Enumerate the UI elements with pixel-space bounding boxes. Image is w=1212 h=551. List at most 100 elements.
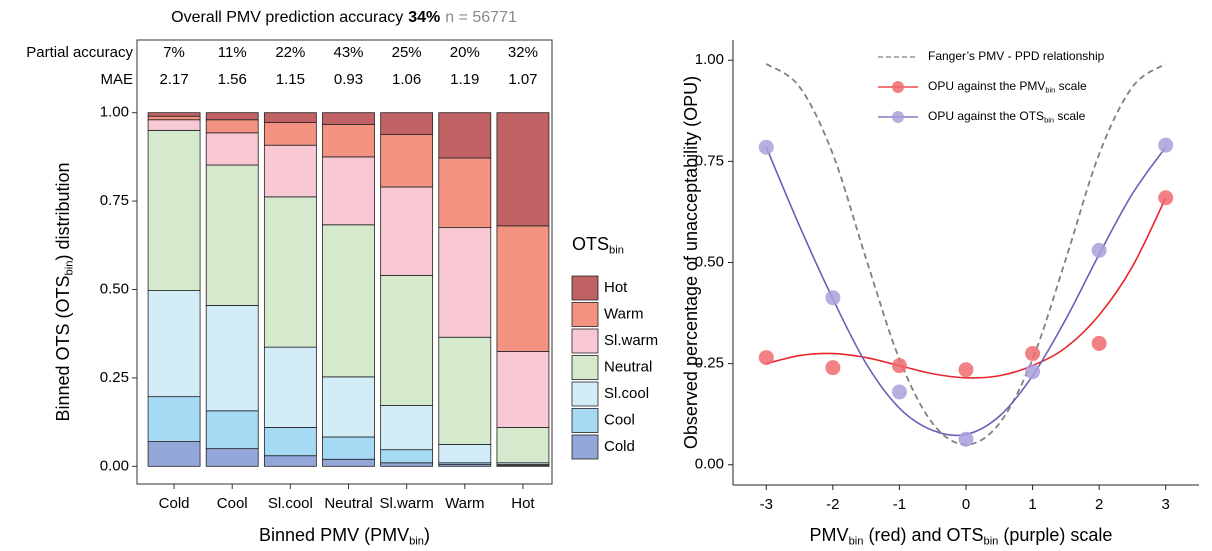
legend-label: OPU against the OTSbin scale (928, 109, 1086, 124)
bar-segment (205, 448, 259, 467)
bar-segment (380, 462, 434, 467)
bar-segment (205, 305, 259, 412)
bar-segment (147, 441, 201, 467)
fit-line (766, 197, 1167, 379)
bar-segment (205, 164, 259, 306)
data-point (825, 360, 841, 376)
subscript: bin (849, 535, 864, 547)
data-point (891, 384, 907, 400)
bar-segment (263, 455, 317, 467)
plot-frame (136, 39, 553, 485)
text-part: ) distribution (53, 163, 73, 261)
y-tick-label: 0.25 (695, 355, 724, 372)
bar-segment (205, 112, 259, 121)
legend-title: OTSbin (572, 234, 624, 257)
legend-swatch (571, 408, 599, 433)
row-value: 25% (392, 44, 422, 61)
bar-segment (322, 112, 375, 125)
row-label: Partial accuracy (26, 44, 133, 61)
subscript: bin (409, 535, 424, 547)
legend-swatch (571, 275, 599, 301)
x-tick-label: Sl.cool (268, 495, 313, 512)
x-axis-label: PMVbin (red) and OTSbin (purple) scale (810, 525, 1113, 548)
bar-segment (263, 427, 317, 457)
bar-segment (380, 405, 434, 451)
bar-segment (438, 157, 492, 229)
text-part: Binned PMV (PMV (259, 525, 409, 545)
row-value: 1.06 (392, 71, 421, 88)
legend-swatch (571, 434, 599, 460)
y-tick-label: 0.00 (100, 457, 129, 474)
text-part: (red) and OTS (863, 525, 983, 545)
x-tick-label: 2 (1095, 496, 1103, 513)
bar-segment (322, 224, 375, 378)
x-tick-label: -1 (893, 496, 906, 513)
x-tick-label: 1 (1028, 496, 1036, 513)
row-value: 43% (333, 44, 363, 61)
x-tick-label: Hot (511, 495, 535, 512)
bar-segment (263, 112, 317, 123)
bar-segment (263, 346, 317, 428)
x-axis-label: Binned PMV (PMVbin) (259, 525, 430, 548)
legend-label: Fanger’s PMV - PPD relationship (928, 49, 1105, 63)
bar-segment (147, 290, 201, 398)
overall-accuracy: 34% (408, 9, 440, 26)
data-point (1091, 335, 1107, 351)
legend-label: Cold (604, 438, 635, 455)
bar-segment (380, 186, 434, 276)
chart-title: Overall PMV prediction accuracy 34% n = 56… (171, 9, 517, 26)
data-point (1025, 346, 1041, 362)
bar-segment (147, 396, 201, 442)
row-value: 11% (218, 44, 247, 61)
legend-swatch (571, 328, 599, 354)
text-part: PMV (810, 525, 849, 545)
bar-segment (496, 350, 550, 428)
subscript: bin (984, 535, 999, 547)
bar-segment (263, 144, 317, 198)
bar-segment (147, 129, 201, 291)
legend-swatch (571, 302, 599, 327)
bar-segment (263, 196, 317, 348)
x-tick-label: -3 (760, 496, 773, 513)
bar-segment (496, 112, 550, 227)
data-point (958, 431, 974, 447)
y-tick-label: 0.50 (100, 280, 129, 297)
row-value: 1.19 (450, 71, 479, 88)
data-point (825, 290, 841, 306)
text-part: ) (424, 525, 430, 545)
bar-segment (380, 112, 434, 136)
y-tick-label: 0.25 (100, 369, 129, 386)
bar-segment (380, 134, 434, 188)
y-tick-label: 0.50 (695, 253, 724, 270)
x-tick-label: Cold (159, 495, 190, 512)
bar-segment (438, 443, 492, 464)
bar-segment (263, 122, 317, 146)
x-tick-label: 3 (1162, 496, 1170, 513)
row-value: 2.17 (159, 71, 188, 88)
bar-segment (205, 410, 259, 450)
y-tick-label: 1.00 (100, 104, 129, 121)
legend-swatch (571, 381, 599, 407)
bar-segment (380, 274, 434, 406)
data-point (758, 139, 774, 155)
legend-marker (892, 81, 904, 93)
y-tick-label: 0.75 (100, 192, 129, 209)
x-tick-label: 0 (962, 496, 970, 513)
legend-label: Sl.warm (604, 332, 658, 349)
row-value: 1.56 (218, 71, 247, 88)
data-point (958, 362, 974, 378)
x-tick-label: Neutral (324, 495, 372, 512)
row-value: 1.07 (508, 71, 537, 88)
y-tick-label: 0.00 (695, 456, 724, 473)
row-value: 22% (275, 44, 305, 61)
data-point (1025, 364, 1041, 380)
legend-label: Sl.cool (604, 385, 649, 402)
y-axis-label: Binned OTS (OTSbin) distribution (53, 163, 76, 422)
row-value: 1.15 (276, 71, 305, 88)
text-part: (purple) scale (998, 525, 1112, 545)
data-point (758, 350, 774, 366)
bar-segment (438, 112, 492, 159)
x-tick-label: Sl.warm (380, 495, 434, 512)
y-tick-label: 0.75 (695, 152, 724, 169)
bar-segment (322, 123, 375, 158)
